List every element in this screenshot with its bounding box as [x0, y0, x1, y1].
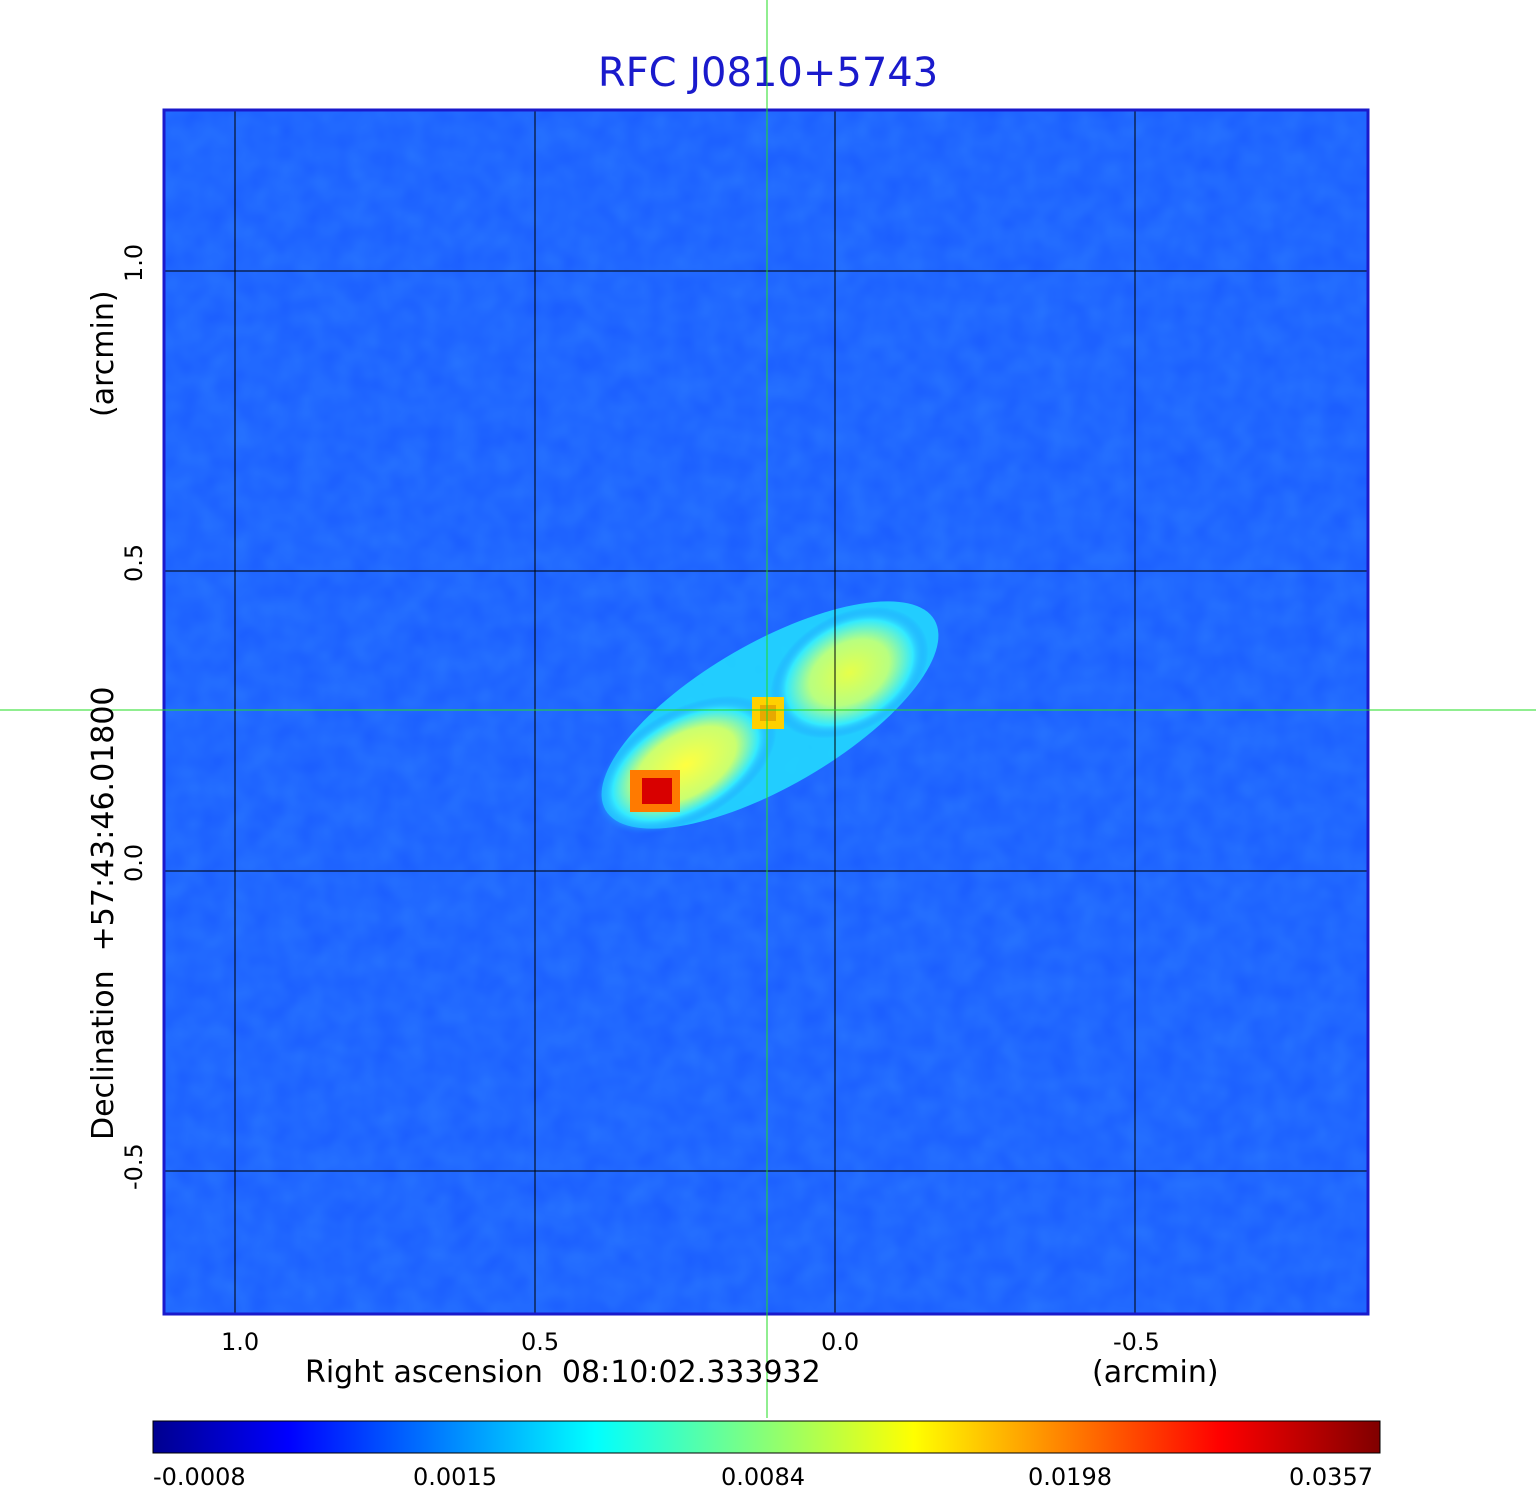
northwest-lobe [770, 606, 929, 739]
colorbar-tick-1: 0.0015 [413, 1463, 497, 1491]
x-tick-0.5: 0.5 [521, 1328, 560, 1356]
y-tick-1.0: 1.0 [120, 243, 148, 282]
x-tick--0.5: -0.5 [1113, 1328, 1160, 1356]
y-tick-0.5: 0.5 [120, 543, 148, 582]
y-axis-unit: (arcmin) [86, 290, 121, 417]
colorbar-tick-4: 0.0357 [1289, 1463, 1373, 1491]
x-axis-unit: (arcmin) [1092, 1355, 1219, 1390]
figure-title: RFC J0810+5743 [597, 50, 939, 96]
y-tick--0.5: -0.5 [120, 1143, 148, 1190]
x-tick-0.0: 0.0 [821, 1328, 860, 1356]
y-tick-0.0: 0.0 [120, 843, 148, 882]
colorbar [152, 1420, 1381, 1454]
crosshair [0, 0, 1536, 1418]
x-axis-label: Right ascension 08:10:02.333932 [305, 1355, 821, 1390]
colorbar-tick-0: -0.0008 [153, 1463, 246, 1491]
colorbar-tick-3: 0.0198 [1028, 1463, 1112, 1491]
core-center [760, 705, 776, 721]
image-frame [162, 108, 1370, 1316]
y-axis-label: Declination +57:43:46.01800 [86, 686, 121, 1140]
colorbar-tick-2: 0.0084 [721, 1463, 805, 1491]
x-tick-1.0: 1.0 [221, 1328, 260, 1356]
hotspot-inner [642, 778, 672, 804]
